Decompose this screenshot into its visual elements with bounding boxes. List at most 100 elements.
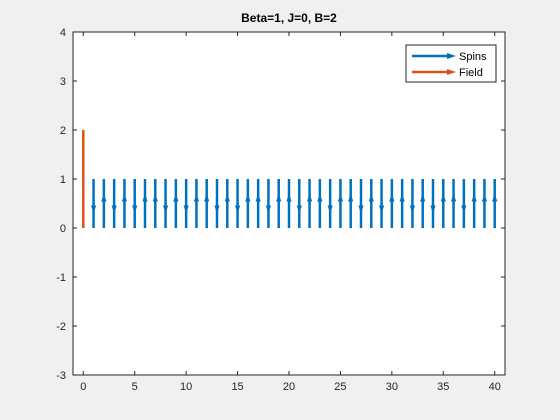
x-tick-label: 20: [283, 381, 295, 393]
spin-arrowhead: [255, 193, 261, 202]
x-tick-label: 30: [386, 381, 398, 393]
spin-arrow: [111, 179, 117, 228]
spin-arrowhead: [152, 193, 158, 202]
spin-arrowhead: [389, 193, 395, 202]
y-tick-label: -1: [56, 272, 66, 284]
spin-arrow: [306, 179, 313, 228]
spin-arrowhead: [101, 193, 107, 202]
spin-arrow: [409, 179, 416, 228]
spin-arrow: [368, 179, 374, 228]
spin-arrow: [430, 179, 436, 228]
spin-arrowhead: [90, 205, 97, 214]
spin-arrowhead: [306, 193, 313, 202]
spin-arrow: [481, 179, 488, 228]
spin-arrowhead: [327, 205, 333, 214]
y-tick-label: 4: [60, 27, 66, 39]
chart-title: Beta=1, J=0, B=2: [241, 11, 337, 25]
spin-arrow: [286, 179, 292, 228]
spin-arrowhead: [399, 193, 405, 202]
spin-arrow: [378, 179, 385, 228]
spin-arrow: [276, 179, 282, 228]
spin-arrow: [214, 179, 220, 228]
spin-arrowhead: [214, 205, 220, 214]
spin-arrowhead: [317, 193, 323, 202]
spin-arrow: [162, 179, 169, 228]
spin-arrow: [389, 179, 395, 228]
spin-arrowhead: [368, 193, 374, 202]
spin-arrowhead: [481, 193, 488, 202]
spin-arrow: [471, 179, 477, 228]
y-tick-label: 3: [60, 76, 66, 88]
spin-arrowhead: [183, 205, 189, 214]
spin-arrowhead: [132, 205, 138, 214]
spin-marks: [82, 130, 498, 228]
spin-arrowhead: [378, 205, 385, 214]
spin-arrow: [132, 179, 138, 228]
x-tick-label: 40: [489, 381, 501, 393]
spin-arrowhead: [265, 205, 272, 214]
legend-box: [405, 44, 497, 83]
x-tick-label: 35: [437, 381, 449, 393]
legend-arrowhead: [447, 53, 456, 59]
spin-arrowhead: [450, 193, 457, 202]
spin-arrow: [173, 179, 179, 228]
spin-arrowhead: [409, 205, 416, 214]
spin-arrow: [193, 179, 200, 228]
spin-arrow: [440, 179, 446, 228]
spin-arrowhead: [471, 193, 477, 202]
y-tick-label: 2: [60, 125, 66, 137]
spin-arrow: [492, 179, 498, 228]
axes-box: [72, 31, 506, 376]
spin-arrowhead: [286, 193, 292, 202]
x-tick-label: 5: [132, 381, 138, 393]
legend-label: Field: [459, 67, 483, 79]
x-tick-label: 10: [180, 381, 192, 393]
spin-arrowhead: [276, 193, 282, 202]
spin-arrowhead: [358, 205, 364, 214]
x-tick-label: 15: [231, 381, 243, 393]
spin-arrowhead: [440, 193, 446, 202]
spin-arrowhead: [224, 193, 230, 202]
x-tick-label: 25: [334, 381, 346, 393]
spin-arrowhead: [420, 193, 426, 202]
spin-arrow: [224, 179, 230, 228]
spin-arrow: [183, 179, 189, 228]
legend-entry[interactable]: Spins: [412, 51, 487, 63]
spin-arrow: [358, 179, 364, 228]
spin-arrowhead: [296, 205, 302, 214]
spin-arrow: [450, 179, 457, 228]
spin-arrowhead: [111, 205, 117, 214]
spin-arrow: [337, 179, 344, 228]
spin-arrow: [152, 179, 158, 228]
legend-arrowhead: [447, 69, 456, 75]
spin-arrowhead: [142, 193, 148, 202]
spin-arrow: [420, 179, 426, 228]
spin-arrow: [327, 179, 333, 228]
spin-arrow: [121, 179, 128, 228]
spin-arrowhead: [461, 205, 467, 214]
spin-arrow: [461, 179, 467, 228]
spin-arrowhead: [492, 193, 498, 202]
spin-arrowhead: [337, 193, 344, 202]
spin-arrow: [399, 179, 405, 228]
spin-arrow: [90, 179, 97, 228]
spin-arrow: [234, 179, 241, 228]
legend-label: Spins: [459, 51, 487, 63]
spin-arrowhead: [348, 193, 354, 202]
spin-arrowhead: [193, 193, 200, 202]
spin-arrow: [142, 179, 148, 228]
spin-arrowhead: [162, 205, 169, 214]
spin-arrow: [317, 179, 323, 228]
spin-arrowhead: [204, 193, 210, 202]
legend-entry[interactable]: Field: [412, 67, 483, 79]
x-tick-label: 0: [80, 381, 86, 393]
spin-arrow: [204, 179, 210, 228]
legend[interactable]: Spins Field: [405, 44, 497, 83]
spin-arrow: [255, 179, 261, 228]
spin-arrowhead: [234, 205, 241, 214]
spin-arrowhead: [245, 193, 251, 202]
y-tick-label: 1: [60, 174, 66, 186]
spin-arrowhead: [121, 193, 128, 202]
spin-arrow: [348, 179, 354, 228]
spin-arrow: [265, 179, 272, 228]
